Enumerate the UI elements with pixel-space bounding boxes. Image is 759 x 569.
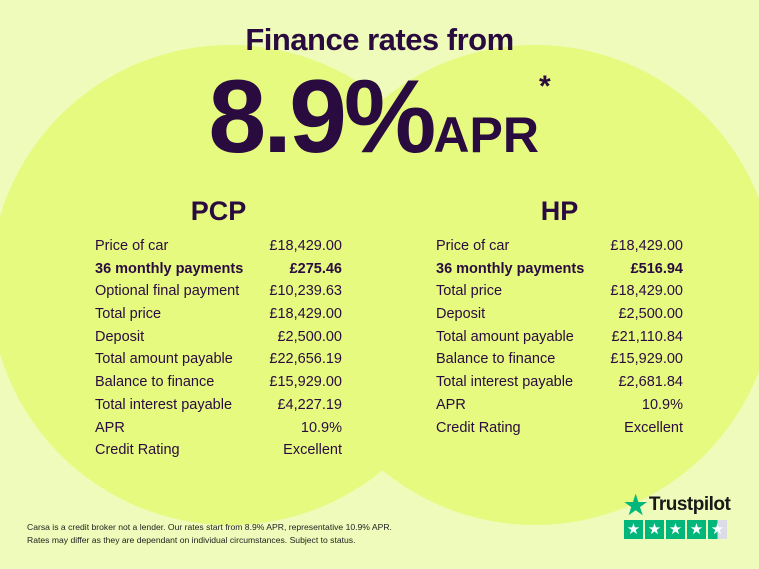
disclaimer-line: Rates may differ as they are dependant o… — [27, 535, 356, 545]
row-value: £275.46 — [289, 260, 342, 277]
table-row: Total price £18,429.00 — [436, 280, 683, 303]
rating-star-icon: ★ — [624, 520, 643, 539]
row-value: £15,929.00 — [269, 374, 342, 391]
rating-star-icon: ★ — [666, 520, 685, 539]
row-value: 10.9% — [641, 396, 683, 413]
table-row: Deposit £2,500.00 — [95, 326, 342, 349]
row-label: Total price — [95, 306, 162, 323]
row-label: Price of car — [436, 238, 510, 254]
table-row: Optional final payment £10,239.63 — [95, 280, 342, 303]
row-value: £10,239.63 — [269, 283, 342, 300]
trustpilot-name: Trustpilot — [648, 494, 731, 515]
table-row: 36 monthly payments £275.46 — [95, 258, 342, 281]
row-value: £22,656.19 — [269, 351, 342, 368]
row-value: £2,500.00 — [618, 306, 683, 323]
row-label: Credit Rating — [95, 442, 180, 459]
row-label: Deposit — [436, 306, 486, 323]
row-label: Deposit — [95, 328, 145, 345]
rating-star-icon: ★ — [687, 520, 706, 539]
row-label: Total amount payable — [436, 328, 574, 345]
disclaimer: Carsa is a credit broker not a lender. O… — [27, 521, 392, 547]
table-row: Balance to finance £15,929.00 — [436, 348, 683, 371]
rating-star-icon: ★ — [645, 520, 664, 539]
table-row: Deposit £2,500.00 — [436, 303, 683, 326]
table-row: Total interest payable £4,227.19 — [95, 394, 342, 417]
row-value: Excellent — [624, 419, 683, 436]
trustpilot-badge[interactable]: ★ Trustpilot ★ ★ ★ ★ ★ — [624, 490, 731, 539]
table-row: APR 10.9% — [95, 417, 342, 440]
row-label: APR — [436, 396, 466, 413]
table-row: Credit Rating Excellent — [95, 439, 342, 462]
table-row: 36 monthly payments £516.94 — [436, 258, 683, 281]
row-label: 36 monthly payments — [436, 260, 585, 277]
row-label: Total price — [436, 283, 503, 300]
hp-table: HP Price of car £18,429.00 36 monthly paym… — [436, 196, 683, 439]
row-label: Total amount payable — [95, 351, 233, 368]
row-label: Total interest payable — [436, 374, 574, 391]
table-row: Credit Rating Excellent — [436, 417, 683, 440]
row-value: £15,929.00 — [610, 351, 683, 368]
row-value: £18,429.00 — [610, 238, 683, 254]
row-value: Excellent — [283, 442, 342, 459]
table-row: Balance to finance £15,929.00 — [95, 371, 342, 394]
table-row: Total amount payable £21,110.84 — [436, 326, 683, 349]
rate-display: 8.9%APR * — [0, 58, 759, 177]
row-value: £2,681.84 — [618, 374, 683, 391]
row-label: APR — [95, 419, 125, 436]
row-value: £516.94 — [630, 260, 683, 277]
pcp-heading: PCP — [190, 196, 247, 226]
row-label: Balance to finance — [95, 374, 215, 391]
table-row: Total amount payable £22,656.19 — [95, 348, 342, 371]
row-value: 10.9% — [300, 419, 342, 436]
row-value: £18,429.00 — [610, 283, 683, 300]
apr-label: APR — [433, 107, 539, 163]
row-label: Credit Rating — [436, 419, 521, 436]
table-row: Price of car £18,429.00 — [95, 235, 342, 258]
row-value: £2,500.00 — [277, 328, 342, 345]
row-value: £18,429.00 — [269, 238, 342, 254]
row-label: Balance to finance — [436, 351, 556, 368]
row-label: Price of car — [95, 238, 169, 254]
trustpilot-star-icon: ★ — [624, 490, 647, 520]
disclaimer-line: Carsa is a credit broker not a lender. O… — [27, 522, 392, 532]
table-row: Total interest payable £2,681.84 — [436, 371, 683, 394]
headline: Finance rates from — [245, 22, 514, 57]
table-row: Total price £18,429.00 — [95, 303, 342, 326]
rating-star-icon: ★ — [708, 520, 727, 539]
row-value: £4,227.19 — [277, 396, 342, 413]
hp-heading: HP — [540, 196, 579, 226]
row-value: £18,429.00 — [269, 306, 342, 323]
row-label: Optional final payment — [95, 283, 240, 300]
rate-value: 8.9% — [208, 59, 436, 175]
row-value: £21,110.84 — [611, 328, 684, 345]
asterisk: * — [538, 70, 551, 103]
table-row: Price of car £18,429.00 — [436, 235, 683, 258]
trustpilot-rating: ★ ★ ★ ★ ★ — [624, 520, 730, 539]
pcp-table: PCP Price of car £18,429.00 36 monthly pay… — [95, 196, 342, 462]
row-label: 36 monthly payments — [95, 260, 244, 277]
row-label: Total interest payable — [95, 396, 233, 413]
background-circle-right — [295, 45, 759, 525]
table-row: APR 10.9% — [436, 394, 683, 417]
